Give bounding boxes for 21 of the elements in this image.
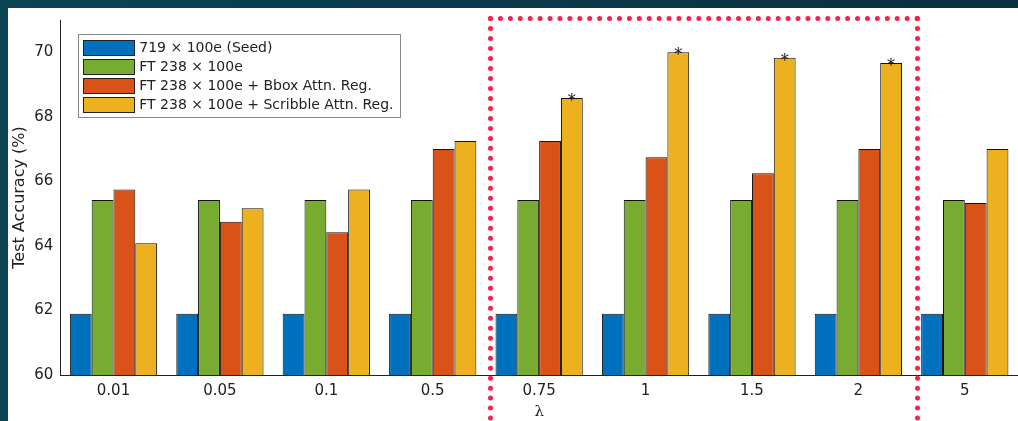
legend-label: FT 238 × 100e [139,57,243,76]
y-axis-title: Test Accuracy (%) [8,126,28,270]
x-tick-label: 0.75 [522,380,556,399]
y-tick-label: 70 [34,42,54,61]
x-tick-label: 1 [640,380,651,399]
x-axis-title: λ [534,401,545,420]
x-tick-label: 0.05 [203,380,237,399]
legend-label: FT 238 × 100e + Bbox Attn. Reg. [139,76,372,95]
y-tick-label: 68 [34,106,54,125]
y-tick-label: 60 [34,364,54,383]
x-tick-label: 5 [960,380,970,399]
x-tick-label: 0.01 [96,380,131,399]
y-tick-label: 62 [34,300,54,319]
x-tick-label: 2 [853,380,864,399]
x-tick-label: 1.5 [740,380,764,399]
legend-label: 719 × 100e (Seed) [139,38,273,57]
y-tick-label: 66 [34,171,54,190]
x-tick-label: 0.5 [420,380,445,399]
y-tick-label: 64 [34,235,54,254]
x-tick-label: 0.1 [314,380,339,399]
legend-label: FT 238 × 100e + Scribble Attn. Reg. [139,95,394,114]
